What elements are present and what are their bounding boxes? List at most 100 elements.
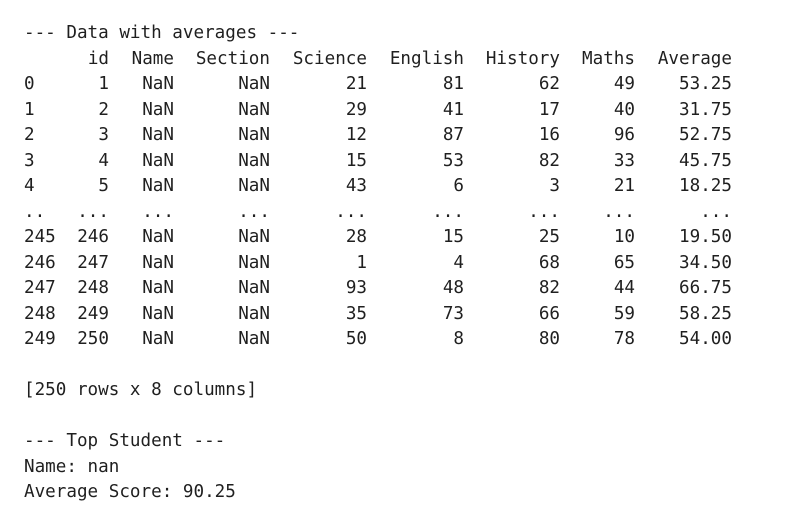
top-student-name: Name: nan [24, 456, 120, 477]
table-row: 248 249 NaN NaN 35 73 66 59 58.25 [24, 302, 804, 328]
cell-name: NaN [142, 227, 174, 247]
cell-history: ... [528, 201, 560, 222]
cell-section: NaN [238, 99, 270, 120]
cell-english: 53 [442, 150, 464, 171]
cell-science: 1 [356, 252, 367, 273]
column-header-science: Science [292, 48, 367, 69]
cell-name: NaN [142, 74, 174, 94]
cell-average: ... [700, 201, 732, 222]
cell-science: 43 [345, 176, 367, 196]
cell-average: 66.75 [679, 278, 732, 298]
column-header-id: id [87, 48, 109, 69]
cell-english: 8 [453, 329, 464, 349]
cell-id: 249 [77, 303, 109, 324]
cell-id: 248 [77, 278, 109, 298]
cell-average: 19.50 [679, 227, 732, 247]
column-header-maths: Maths [582, 48, 635, 69]
cell-index: .. [24, 201, 46, 222]
cell-english: 15 [442, 227, 464, 247]
console-output: --- Data with averages --- id Name Section… [24, 21, 804, 511]
column-header-name: Name [131, 48, 174, 69]
cell-index: 2 [24, 125, 35, 145]
cell-index: 248 [24, 303, 56, 324]
cell-id: 250 [77, 329, 109, 349]
cell-english: 48 [442, 278, 464, 298]
spacer [24, 404, 804, 430]
averages-header: --- Data with averages --- [24, 23, 300, 43]
cell-index: 3 [24, 150, 35, 171]
table-row: 1 2 NaN NaN 29 41 17 40 31.75 [24, 98, 804, 124]
cell-name: NaN [142, 99, 174, 120]
cell-section: NaN [238, 303, 270, 324]
cell-science: 21 [345, 74, 367, 94]
cell-history: 80 [538, 329, 560, 349]
cell-id: 247 [77, 252, 109, 273]
cell-maths: 21 [613, 176, 635, 196]
cell-english: 87 [442, 125, 464, 145]
cell-average: 53.25 [679, 74, 732, 94]
cell-section: NaN [238, 74, 270, 94]
cell-id: 3 [98, 125, 109, 145]
cell-science: ... [335, 201, 367, 222]
cell-id: 2 [98, 99, 109, 120]
cell-history: 17 [538, 99, 560, 120]
spacer [24, 353, 804, 379]
cell-name: NaN [142, 125, 174, 145]
cell-name: NaN [142, 329, 174, 349]
table-row: 245 246 NaN NaN 28 15 25 10 19.50 [24, 225, 804, 251]
cell-section: NaN [238, 278, 270, 298]
cell-history: 16 [538, 125, 560, 145]
cell-maths: 49 [613, 74, 635, 94]
column-header-history: History [485, 48, 560, 69]
cell-id: 4 [98, 150, 109, 171]
cell-section: NaN [238, 125, 270, 145]
top-student-header: --- Top Student --- [24, 431, 226, 451]
cell-maths: 40 [613, 99, 635, 120]
cell-index: 247 [24, 278, 56, 298]
column-header-section: Section [195, 48, 270, 69]
cell-index: 246 [24, 252, 56, 273]
cell-index: 249 [24, 329, 56, 349]
cell-name: NaN [142, 252, 174, 273]
cell-section: NaN [238, 252, 270, 273]
cell-history: 62 [538, 74, 560, 94]
column-header-english: English [389, 48, 464, 69]
cell-history: 82 [538, 278, 560, 298]
cell-average: 58.25 [679, 303, 732, 324]
cell-section: NaN [238, 329, 270, 349]
cell-maths: 65 [613, 252, 635, 273]
table-row: 3 4 NaN NaN 15 53 82 33 45.75 [24, 149, 804, 175]
cell-maths: ... [603, 201, 635, 222]
cell-section: ... [238, 201, 270, 222]
cell-average: 52.75 [679, 125, 732, 145]
cell-maths: 78 [613, 329, 635, 349]
cell-name: ... [142, 201, 174, 222]
cell-maths: 44 [613, 278, 635, 298]
table-row: 0 1 NaN NaN 21 81 62 49 53.25 [24, 72, 804, 98]
cell-maths: 10 [613, 227, 635, 247]
cell-english: 4 [453, 252, 464, 273]
cell-name: NaN [142, 278, 174, 298]
cell-english: 81 [442, 74, 464, 94]
cell-science: 29 [345, 99, 367, 120]
table-header-row: id Name Section Science English History Maths A… [24, 47, 804, 73]
cell-id: 1 [98, 74, 109, 94]
cell-id: 246 [77, 227, 109, 247]
cell-id: ... [77, 201, 109, 222]
shape-summary: [250 rows x 8 columns] [24, 380, 258, 400]
cell-maths: 96 [613, 125, 635, 145]
cell-history: 3 [549, 176, 560, 196]
cell-english: ... [432, 201, 464, 222]
cell-index: 0 [24, 74, 35, 94]
cell-history: 25 [538, 227, 560, 247]
cell-science: 50 [345, 329, 367, 349]
cell-history: 68 [538, 252, 560, 273]
cell-section: NaN [238, 150, 270, 171]
cell-english: 6 [453, 176, 464, 196]
column-header-average: Average [657, 48, 732, 69]
cell-index: 1 [24, 99, 35, 120]
cell-english: 73 [442, 303, 464, 324]
cell-maths: 33 [613, 150, 635, 171]
table-row: 247 248 NaN NaN 93 48 82 44 66.75 [24, 276, 804, 302]
table-row: 246 247 NaN NaN 1 4 68 65 34.50 [24, 251, 804, 277]
